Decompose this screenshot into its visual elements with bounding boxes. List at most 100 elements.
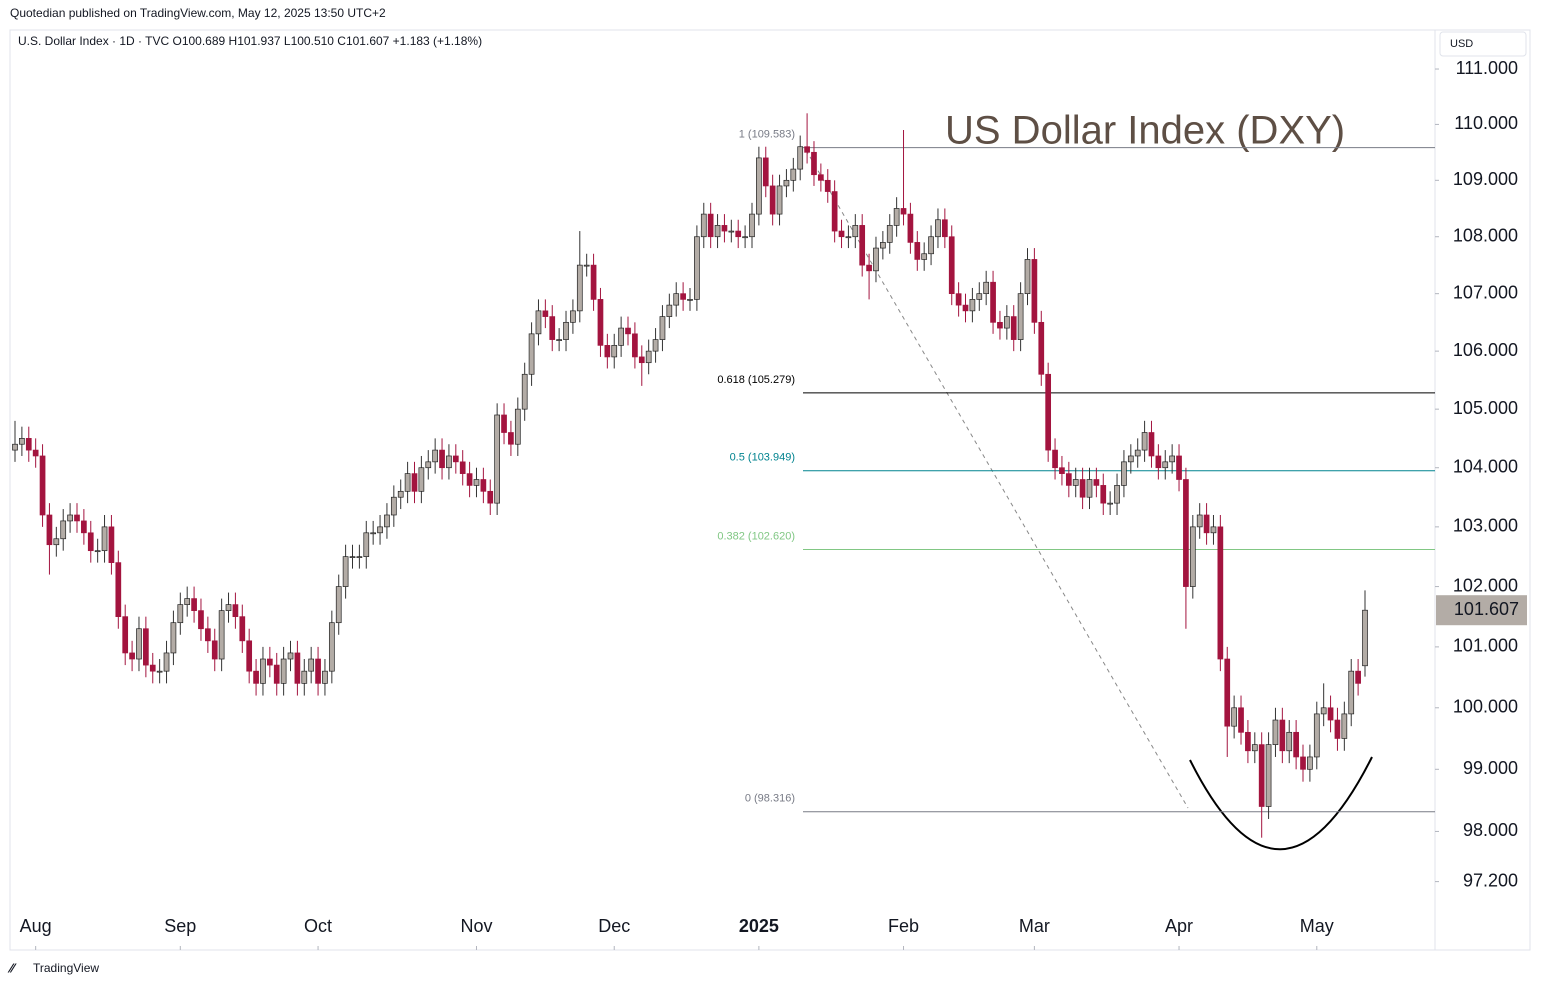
candle-body (1141, 432, 1148, 451)
candle-body (707, 213, 714, 238)
candle-body (632, 333, 638, 358)
candle-body (25, 438, 32, 451)
fib-label: 1 (109.583) (739, 129, 795, 141)
candle-body (638, 356, 645, 364)
candle-body (246, 640, 253, 672)
candle-body (108, 526, 115, 563)
candle-body (769, 185, 776, 215)
candle-body (756, 157, 762, 215)
candle-body (969, 299, 976, 312)
x-tick-label: Dec (598, 916, 630, 936)
x-tick-label: Mar (1019, 916, 1050, 936)
candle-body (652, 339, 659, 352)
candle-body (342, 556, 349, 587)
candle-body (301, 670, 308, 684)
candle-body (328, 622, 335, 672)
candle-body (873, 247, 879, 272)
candle-body (205, 628, 211, 642)
logo-mark: ⁄⁄ (7, 960, 17, 975)
candle-body (1210, 526, 1217, 534)
candle-body (446, 455, 452, 469)
candle-body (1045, 373, 1052, 451)
candle-body (590, 264, 597, 300)
candle-body (129, 652, 135, 660)
candle-body (218, 610, 225, 660)
candle-body (749, 213, 755, 238)
x-tick-label: Feb (888, 916, 919, 936)
candle-body (962, 304, 969, 312)
candle-body (253, 670, 259, 684)
candle-body (143, 628, 149, 666)
candle-body (1300, 756, 1306, 770)
candle-body (687, 299, 693, 301)
candle-body (694, 236, 700, 300)
x-tick-label: Nov (460, 916, 492, 936)
candle-body (1059, 467, 1065, 474)
candle-body (852, 225, 859, 238)
candle-body (198, 610, 204, 630)
candle-body (170, 622, 177, 654)
candle-body (1258, 744, 1265, 807)
candle-body (797, 146, 804, 170)
candle-body (645, 350, 652, 364)
currency-box (1439, 31, 1527, 57)
candle-body (570, 310, 576, 323)
candle-body (900, 208, 907, 215)
candle-body (418, 467, 425, 492)
candle-body (384, 514, 390, 528)
candle-body (411, 473, 418, 492)
candle-body (1065, 473, 1072, 486)
candle-body (432, 449, 439, 463)
candle-body (728, 230, 735, 233)
candle-body (673, 293, 680, 306)
y-tick-label: 102.000 (1453, 575, 1518, 595)
candle-body (74, 514, 80, 522)
candle-body (94, 550, 101, 553)
candle-body (1038, 321, 1045, 375)
currency: USD (1450, 38, 1473, 50)
candle-body (1348, 670, 1355, 715)
last-price-label: 101.607 (1454, 599, 1519, 619)
candle-body (1279, 719, 1286, 752)
candle-body (514, 408, 521, 445)
candle-body (122, 616, 129, 654)
candle-body (1114, 485, 1120, 504)
candle-body (39, 455, 46, 516)
candle-body (287, 652, 294, 660)
candle-body (322, 670, 328, 684)
candle-body (1127, 455, 1134, 463)
candle-body (390, 496, 397, 516)
fib-label: 0 (98.316) (745, 793, 795, 805)
candle-body (335, 586, 342, 624)
legend-text: U.S. Dollar Index · 1D · TVC O100.689 H1… (18, 34, 482, 48)
candle-body (941, 219, 948, 238)
candle-body (260, 658, 266, 684)
candle-body (425, 461, 432, 469)
candle-body (714, 225, 721, 238)
candle-body (790, 168, 797, 181)
candle-body (67, 514, 73, 522)
candle-body (1320, 707, 1327, 715)
y-tick-label: 104.000 (1453, 456, 1518, 476)
candle-body (487, 490, 494, 504)
candle-body (280, 658, 287, 684)
candle-body (563, 321, 569, 340)
candle-body (576, 264, 583, 312)
candle-body (60, 520, 67, 540)
candle-body (742, 236, 748, 239)
candle-body (1134, 449, 1141, 457)
candle-body (466, 473, 473, 486)
candle-body (1231, 707, 1237, 727)
candle-body (1334, 719, 1341, 739)
candle-body (349, 556, 356, 558)
y-tick-label: 98.000 (1463, 820, 1518, 840)
candle-body (990, 281, 996, 323)
candle-body (1169, 455, 1175, 463)
candle-body (177, 604, 184, 624)
candle-body (315, 658, 321, 684)
y-tick-label: 100.000 (1453, 697, 1518, 717)
candle-body (439, 449, 445, 469)
candle-body (556, 339, 562, 341)
candle-body (1251, 744, 1258, 752)
candle-body (1217, 526, 1224, 660)
